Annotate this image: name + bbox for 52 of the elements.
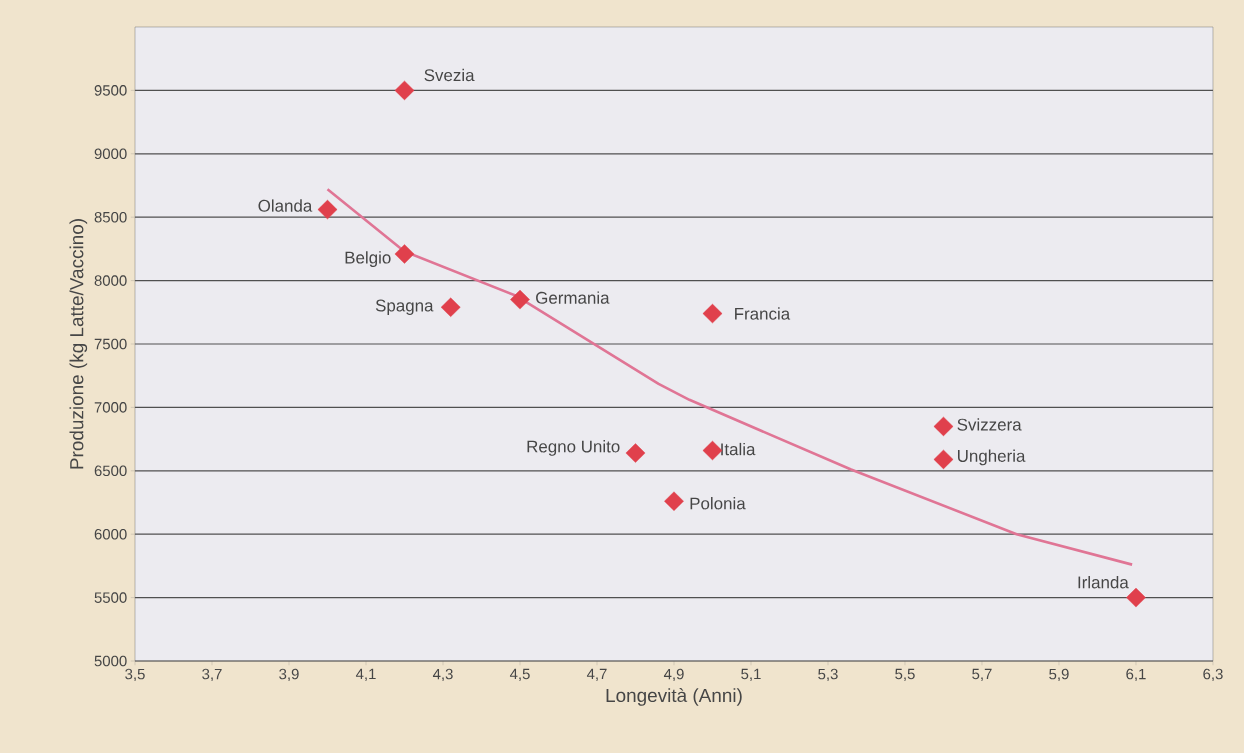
x-tick-label: 5,5 (895, 668, 915, 681)
x-tick-label: 4,9 (663, 668, 684, 682)
y-tick-label: 5500 (94, 592, 127, 603)
x-tick-label: 3,7 (202, 668, 222, 682)
x-tick-label: 6,1 (1126, 668, 1146, 682)
annotation: Spagna (375, 299, 434, 315)
annotation: Olanda (258, 199, 313, 212)
x-tick-label: 4,5 (509, 668, 530, 681)
point (440, 297, 461, 317)
y-tick-label: 5000 (94, 655, 127, 667)
annotation: Belgio (345, 251, 391, 267)
x-tick-label: 5,3 (818, 668, 838, 682)
annotation: Ungheria (957, 449, 1026, 466)
y-tick-label: 8500 (94, 211, 127, 223)
y-tick-label: 9000 (94, 148, 127, 160)
annotation: Regno Unito (527, 440, 620, 456)
point (664, 491, 684, 511)
x-tick-label: 4,3 (432, 668, 453, 682)
annotation: Italia (721, 442, 756, 456)
annotation: Polonia (690, 497, 746, 510)
annotation: Germania (536, 291, 610, 304)
x-tick-label: 5,9 (1049, 668, 1069, 682)
x-tick-label: 5,7 (972, 668, 992, 681)
point (317, 199, 338, 220)
y-tick-label: 7500 (94, 338, 127, 350)
point (933, 449, 954, 470)
x-tick-label: 3,9 (279, 668, 299, 682)
point (702, 303, 723, 324)
y-tick-label: 9500 (94, 85, 127, 96)
point (625, 443, 646, 463)
x-tick-label: 5,1 (741, 668, 761, 681)
point (394, 244, 415, 264)
point (1126, 587, 1146, 608)
x-tick-label: 4,1 (355, 668, 376, 681)
point (702, 440, 723, 461)
y-tick-label: 6000 (94, 528, 127, 540)
annotation: Svezia (424, 68, 475, 82)
y-tick-label: 6500 (94, 465, 127, 477)
line-series (326, 188, 1134, 566)
point (510, 289, 530, 310)
x-axis-title: Longevità (Anni) (606, 687, 742, 706)
x-tick-label: 6,3 (1203, 668, 1223, 682)
point (394, 80, 415, 101)
x-tick-label: 4,7 (586, 668, 607, 681)
y-tick-label: 8000 (94, 275, 127, 286)
annotation: Francia (735, 307, 791, 320)
annotation: Irlanda (1078, 575, 1129, 589)
y-axis-title: Produzione (kg Latte/Vaccino) (69, 219, 88, 469)
x-tick-label: 3,5 (125, 668, 145, 682)
y-tick-label: 7000 (94, 402, 127, 413)
point (933, 416, 954, 437)
annotation: Svizzera (957, 418, 1022, 431)
